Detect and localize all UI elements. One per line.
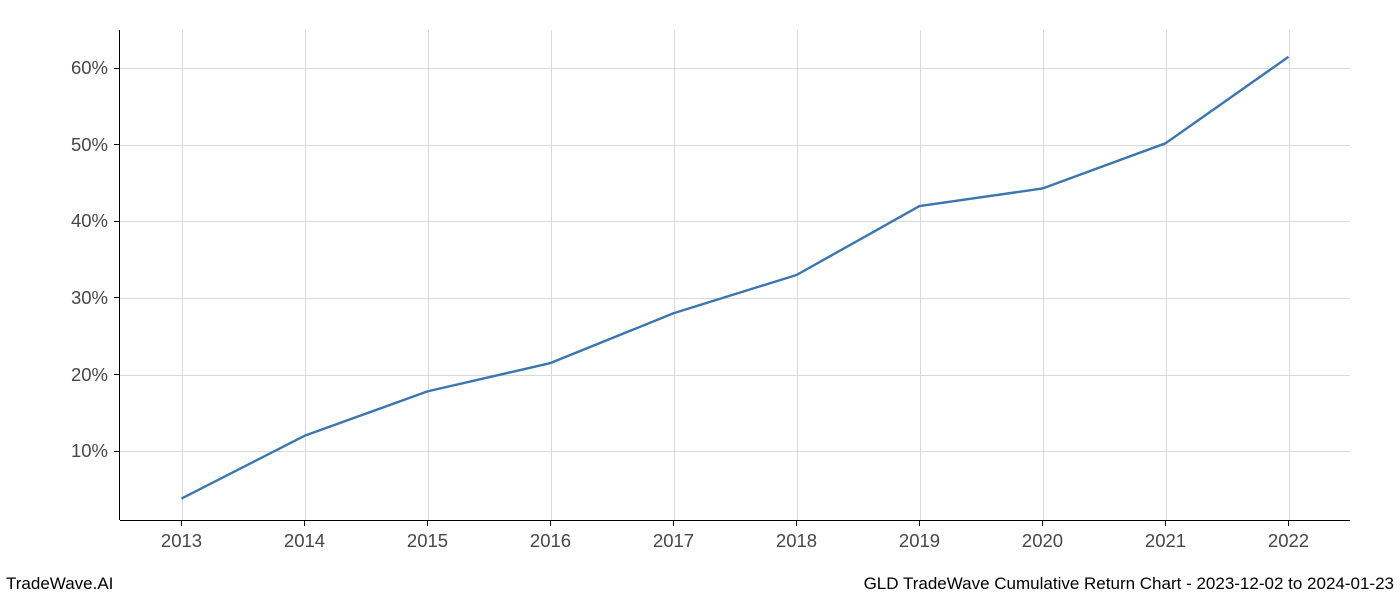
chart-container: TradeWave.AI GLD TradeWave Cumulative Re… bbox=[0, 0, 1400, 600]
x-tick-label: 2016 bbox=[530, 530, 571, 552]
y-tick-label: 50% bbox=[71, 134, 108, 156]
x-tick-label: 2013 bbox=[161, 530, 202, 552]
x-tick-label: 2017 bbox=[653, 530, 694, 552]
x-tick-label: 2020 bbox=[1022, 530, 1063, 552]
x-tick-label: 2014 bbox=[284, 530, 325, 552]
x-axis-line bbox=[120, 520, 1350, 521]
x-tick-label: 2022 bbox=[1268, 530, 1309, 552]
y-tick-label: 60% bbox=[71, 57, 108, 79]
cumulative-return-line bbox=[182, 57, 1289, 499]
x-tick-label: 2018 bbox=[776, 530, 817, 552]
y-tick-label: 20% bbox=[71, 364, 108, 386]
plot-area bbox=[120, 30, 1350, 520]
y-tick-label: 30% bbox=[71, 287, 108, 309]
y-axis-line bbox=[119, 30, 120, 520]
x-tick-label: 2019 bbox=[899, 530, 940, 552]
y-tick-label: 10% bbox=[71, 440, 108, 462]
x-tick-label: 2015 bbox=[407, 530, 448, 552]
y-tick-label: 40% bbox=[71, 210, 108, 232]
footer-left-label: TradeWave.AI bbox=[6, 574, 113, 594]
line-series-svg bbox=[120, 30, 1350, 520]
footer-right-label: GLD TradeWave Cumulative Return Chart - … bbox=[864, 574, 1394, 594]
x-tick-label: 2021 bbox=[1145, 530, 1186, 552]
